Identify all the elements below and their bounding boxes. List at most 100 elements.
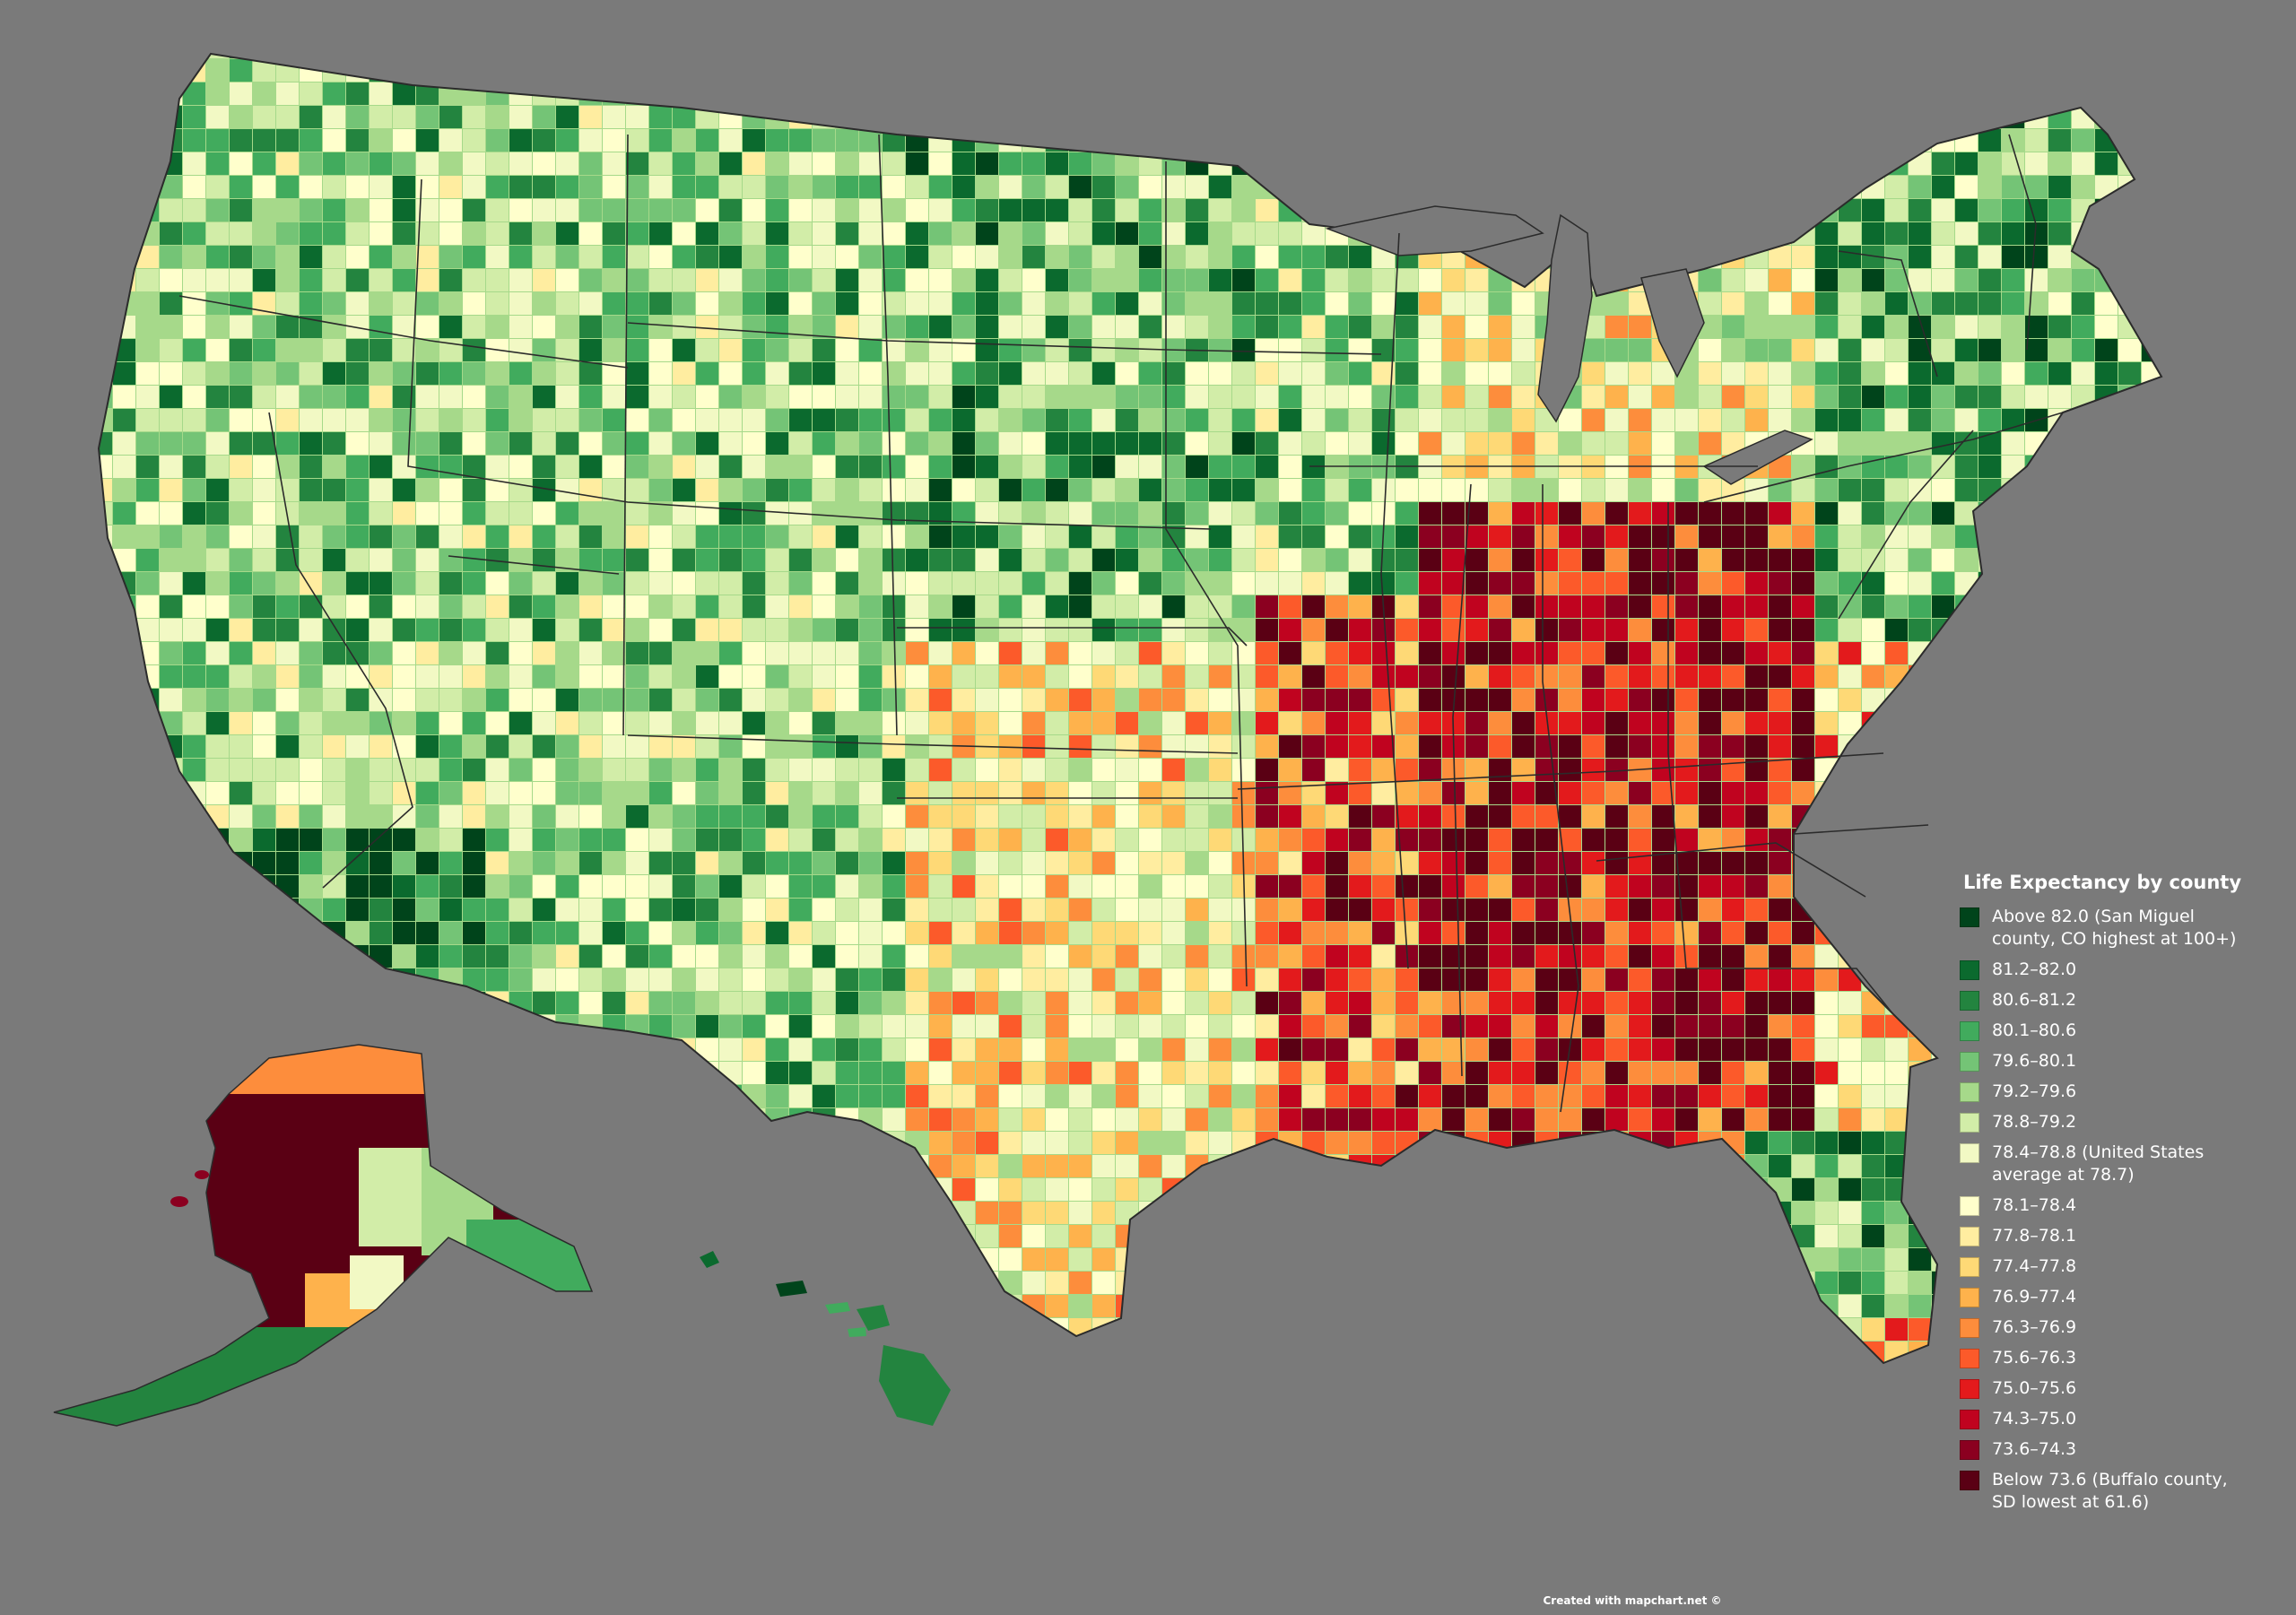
county-cell	[1839, 479, 1861, 501]
county-cell	[649, 759, 672, 781]
county-cell	[789, 106, 812, 128]
county-cell	[929, 572, 952, 595]
county-cell	[230, 945, 252, 968]
county-cell	[696, 246, 718, 268]
county-cell	[579, 549, 602, 571]
county-cell	[813, 1318, 835, 1341]
county-cell	[2048, 316, 2071, 338]
county-cell	[1162, 1202, 1185, 1224]
county-cell	[743, 479, 765, 501]
county-cell	[1069, 642, 1091, 664]
county-cell	[836, 502, 858, 525]
county-cell	[1279, 222, 1301, 245]
county-cell	[276, 246, 299, 268]
county-cell	[1605, 1248, 1628, 1271]
county-cell	[486, 176, 509, 198]
county-cell	[439, 479, 462, 501]
county-cell	[1419, 409, 1441, 431]
county-cell	[1046, 362, 1068, 385]
county-cell	[300, 456, 322, 478]
county-cell	[463, 1155, 485, 1177]
county-cell	[113, 1155, 135, 1177]
county-cell	[1302, 1038, 1325, 1061]
county-cell	[1489, 689, 1511, 711]
county-cell	[1256, 246, 1278, 268]
county-cell	[999, 54, 1022, 58]
county-cell	[136, 59, 159, 82]
county-cell	[1559, 595, 1581, 618]
county-cell	[626, 572, 648, 595]
county-cell	[1932, 386, 1954, 408]
county-cell	[136, 292, 159, 315]
county-cell	[1769, 479, 1791, 501]
county-cell	[160, 246, 182, 268]
county-cell	[439, 689, 462, 711]
county-cell	[1489, 595, 1511, 618]
county-cell	[1022, 1085, 1045, 1107]
county-cell	[230, 246, 252, 268]
county-cell	[1932, 409, 1954, 431]
county-cell	[1232, 362, 1255, 385]
county-cell	[160, 1038, 182, 1061]
county-cell	[1442, 362, 1465, 385]
county-cell	[1652, 1038, 1674, 1061]
county-cell	[206, 1038, 229, 1061]
county-cell	[136, 1062, 159, 1084]
county-cell	[1605, 222, 1628, 245]
county-cell	[1512, 899, 1535, 921]
county-cell	[1139, 619, 1161, 641]
county-cell	[1022, 59, 1045, 82]
county-cell	[883, 829, 905, 851]
county-cell	[1745, 525, 1768, 548]
county-cell	[370, 829, 392, 851]
county-cell	[1862, 595, 1884, 618]
county-cell	[719, 269, 742, 291]
county-cell	[1512, 665, 1535, 688]
county-cell	[1162, 1272, 1185, 1294]
county-cell	[1605, 805, 1628, 828]
county-cell	[626, 246, 648, 268]
county-cell	[1419, 875, 1441, 898]
county-cell	[486, 199, 509, 221]
county-cell	[999, 316, 1022, 338]
county-cell	[1419, 829, 1441, 851]
county-cell	[1069, 665, 1091, 688]
county-cell	[300, 735, 322, 758]
county-cell	[859, 642, 882, 664]
county-cell	[1092, 386, 1115, 408]
county-cell	[439, 386, 462, 408]
county-cell	[136, 689, 159, 711]
county-cell	[1559, 689, 1581, 711]
county-cell	[486, 292, 509, 315]
county-cell	[1419, 619, 1441, 641]
county-cell	[743, 82, 765, 105]
county-cell	[2142, 199, 2161, 221]
county-cell	[1139, 316, 1161, 338]
county-cell	[1722, 199, 1744, 221]
county-cell	[1279, 572, 1301, 595]
county-cell	[1815, 1178, 1838, 1201]
county-cell	[1699, 992, 1721, 1014]
county-cell	[1769, 1015, 1791, 1038]
county-cell	[486, 899, 509, 921]
county-cell	[2165, 502, 2187, 525]
county-cell	[649, 549, 672, 571]
county-cell	[1326, 269, 1348, 291]
county-cell	[1582, 642, 1605, 664]
county-cell	[206, 129, 229, 152]
county-cell	[1535, 945, 1558, 968]
county-cell	[1769, 222, 1791, 245]
county-cell	[2118, 246, 2141, 268]
county-cell	[206, 502, 229, 525]
county-cell	[719, 339, 742, 361]
county-cell	[999, 1295, 1022, 1317]
county-cell	[2118, 339, 2141, 361]
county-cell	[579, 572, 602, 595]
county-cell	[673, 712, 695, 734]
county-cell	[1745, 129, 1768, 152]
county-cell	[743, 1155, 765, 1177]
county-cell	[579, 712, 602, 734]
county-cell	[1279, 1248, 1301, 1271]
county-cell	[1116, 1155, 1138, 1177]
county-cell	[1465, 1248, 1488, 1271]
